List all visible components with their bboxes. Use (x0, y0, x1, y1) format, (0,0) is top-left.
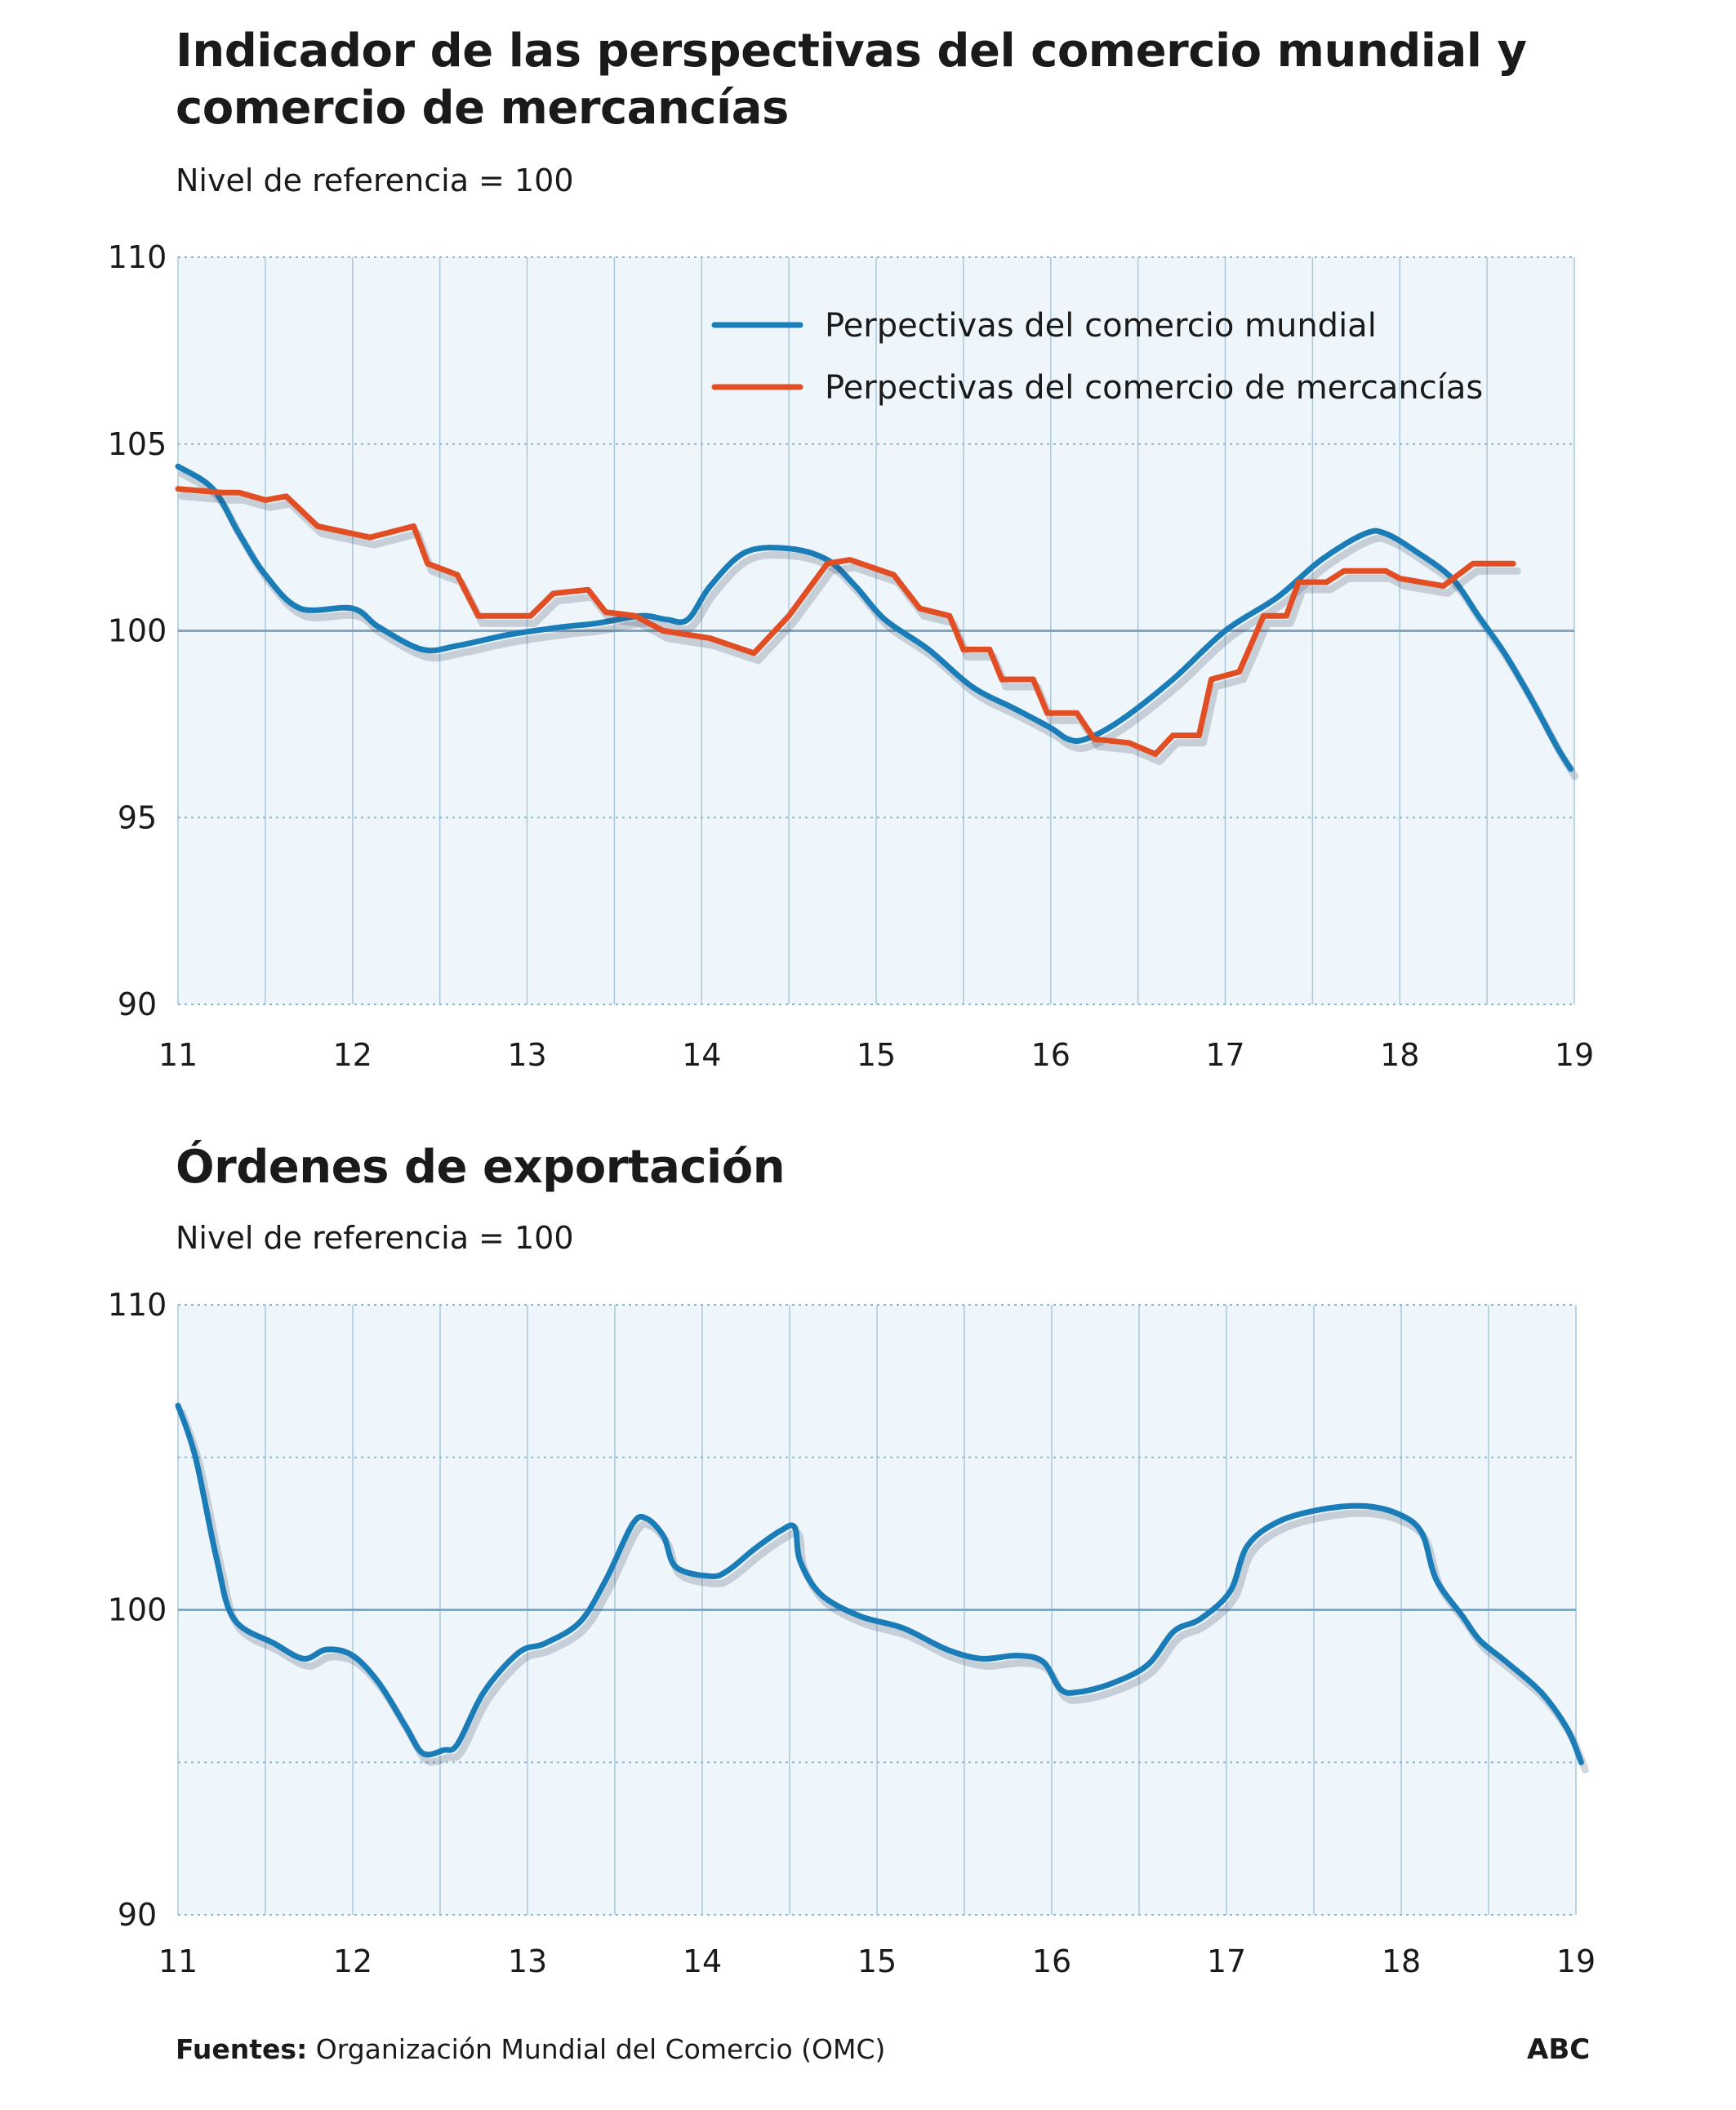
y-tick-label: 90 (118, 986, 157, 1022)
x-tick-label: 16 (1032, 1943, 1071, 1979)
series-line-primary (175, 463, 1574, 772)
x-tick-label: 11 (158, 1943, 198, 1979)
source-note: Fuentes: Organización Mundial del Comerc… (176, 2033, 885, 2066)
y-tick-label: 90 (118, 1897, 157, 1933)
series-line-shadow (178, 470, 1579, 781)
y-tick-label: 105 (108, 426, 167, 462)
x-tick-label: 13 (507, 1037, 546, 1073)
x-tick-label: 18 (1382, 1943, 1421, 1979)
x-tick-label: 19 (1556, 1943, 1596, 1979)
x-tick-label: 12 (333, 1943, 372, 1979)
x-tick-label: 14 (683, 1943, 722, 1979)
y-tick-label: 110 (108, 239, 167, 275)
x-tick-label: 18 (1380, 1037, 1419, 1073)
x-tick-label: 17 (1205, 1037, 1244, 1073)
x-tick-label: 16 (1031, 1037, 1071, 1073)
legend-label: Perpectivas del comercio de mercancías (825, 369, 1483, 407)
x-tick-label: 15 (857, 1943, 897, 1979)
y-tick-label: 100 (108, 1592, 167, 1628)
x-tick-label: 13 (508, 1943, 547, 1979)
source-label: Fuentes: (176, 2033, 308, 2065)
chart2-subtitle: Nivel de referencia = 100 (176, 1220, 574, 1256)
x-tick-label: 14 (682, 1037, 721, 1073)
chart2-title: Órdenes de exportación (176, 1141, 786, 1194)
x-tick-label: 15 (857, 1037, 896, 1073)
chart1-title: Indicador de las perspectivas del comerc… (176, 24, 1527, 135)
x-tick-label: 12 (333, 1037, 372, 1073)
source-text: Organización Mundial del Comercio (OMC) (307, 2033, 886, 2065)
series-line-secondary (175, 486, 1516, 757)
x-tick-label: 17 (1207, 1943, 1246, 1979)
brand-logo: ABC (1527, 2033, 1591, 2066)
x-tick-label: 11 (158, 1037, 198, 1073)
y-tick-label: 110 (108, 1287, 167, 1323)
y-tick-label: 100 (108, 613, 167, 649)
y-tick-label: 95 (118, 799, 157, 835)
legend-label: Perpectivas del comercio mundial (825, 307, 1377, 345)
chart1-subtitle: Nivel de referencia = 100 (176, 162, 574, 198)
series-line-primary (175, 1402, 1584, 1765)
series-line-shadow (178, 492, 1521, 765)
x-tick-label: 19 (1555, 1037, 1594, 1073)
